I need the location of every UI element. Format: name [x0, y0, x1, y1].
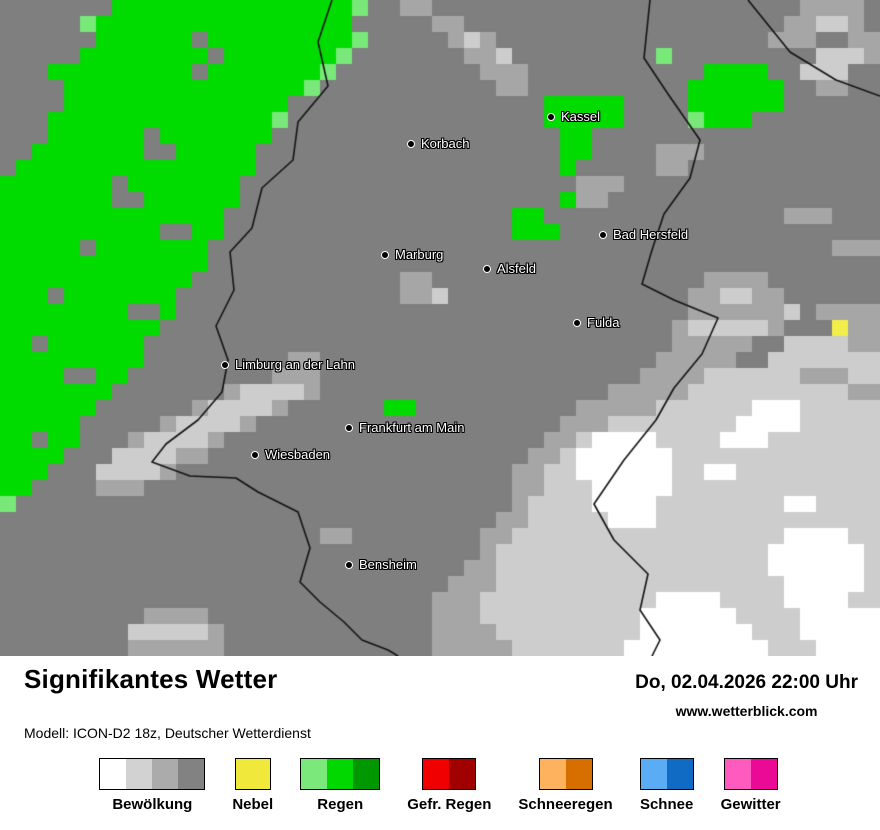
legend-label: Gefr. Regen — [407, 796, 492, 813]
forecast-datetime: Do, 02.04.2026 22:00 Uhr — [635, 672, 858, 693]
legend-swatch — [449, 759, 476, 789]
city-dot-icon — [345, 424, 353, 432]
city-label: Alsfeld — [497, 261, 537, 277]
legend-swatch — [724, 759, 751, 789]
legend-group: Nebel — [232, 758, 273, 813]
legend-group: Gewitter — [721, 758, 781, 813]
city-label: Frankfurt am Main — [359, 420, 465, 436]
legend-group: Bewölkung — [99, 758, 206, 813]
legend-swatch-row — [422, 758, 477, 790]
city-dot-icon — [381, 251, 389, 259]
legend-swatch — [327, 759, 354, 789]
legend-swatch — [301, 759, 328, 789]
weather-map-canvas — [0, 0, 880, 656]
city-dot-icon — [407, 140, 415, 148]
legend-label: Gewitter — [720, 796, 781, 813]
legend-label: Schnee — [639, 796, 694, 813]
legend-swatch — [152, 759, 179, 789]
legend-group: Schnee — [639, 758, 694, 813]
legend-swatch-row — [99, 758, 206, 790]
legend-swatch-row — [723, 758, 778, 790]
city-dot-icon — [599, 231, 607, 239]
city-label: Limburg an der Lahn — [235, 357, 355, 373]
footer: Signifikantes Wetter Do, 02.04.2026 22:0… — [0, 656, 880, 830]
model-info: Modell: ICON-D2 18z, Deutscher Wetterdie… — [24, 725, 311, 741]
legend-swatch — [235, 759, 270, 789]
legend-swatch — [126, 759, 153, 789]
legend-swatch — [539, 759, 566, 789]
page-title: Signifikantes Wetter — [24, 664, 278, 694]
legend-swatch — [423, 759, 450, 789]
legend-swatch — [640, 759, 667, 789]
city-label: Wiesbaden — [265, 447, 331, 463]
legend-swatch-row — [639, 758, 694, 790]
legend-swatch-row — [234, 758, 271, 790]
legend: Bewölkung Nebel Regen Gefr. Regen Schneerege… — [0, 758, 880, 813]
legend-label: Schneeregen — [518, 796, 613, 813]
legend-swatch — [100, 759, 127, 789]
city-label: Bad Hersfeld — [613, 227, 689, 243]
legend-swatch — [750, 759, 777, 789]
city-dot-icon — [547, 113, 555, 121]
legend-swatch — [178, 759, 205, 789]
legend-group: Schneeregen — [518, 758, 613, 813]
legend-swatch-row — [538, 758, 593, 790]
legend-label: Regen — [317, 796, 364, 813]
city-label: Bensheim — [359, 557, 417, 573]
legend-swatch — [565, 759, 592, 789]
city-dot-icon — [221, 361, 229, 369]
legend-swatch — [353, 759, 380, 789]
city-label: Kassel — [561, 109, 601, 125]
legend-swatch-row — [300, 758, 381, 790]
legend-label: Bewölkung — [112, 796, 193, 813]
city-layer: Kassel Korbach Bad Hersfeld Marburg Alsfeld F… — [221, 109, 689, 573]
legend-group: Gefr. Regen — [407, 758, 491, 813]
weather-map: Kassel Korbach Bad Hersfeld Marburg Alsfeld F… — [0, 0, 880, 656]
city-label: Korbach — [421, 136, 470, 152]
legend-label: Nebel — [232, 796, 274, 813]
city-label: Fulda — [587, 315, 620, 331]
footer-header: Signifikantes Wetter Do, 02.04.2026 22:0… — [0, 656, 880, 719]
city-dot-icon — [251, 451, 259, 459]
city-dot-icon — [345, 561, 353, 569]
legend-group: Regen — [300, 758, 381, 813]
website-label: www.wetterblick.com — [675, 703, 818, 719]
city-dot-icon — [483, 265, 491, 273]
footer-right-column: Do, 02.04.2026 22:00 Uhr www.wetterblick… — [635, 672, 858, 719]
city-dot-icon — [573, 319, 581, 327]
city-label: Marburg — [395, 247, 444, 263]
legend-swatch — [666, 759, 693, 789]
